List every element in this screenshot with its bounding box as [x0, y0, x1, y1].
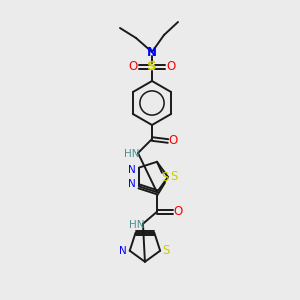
Text: S: S [170, 170, 178, 184]
Text: HN: HN [124, 149, 140, 159]
Text: N: N [147, 46, 157, 59]
Text: S: S [163, 244, 170, 257]
Text: S: S [161, 171, 169, 184]
Text: S: S [147, 61, 157, 74]
Text: N: N [119, 246, 127, 256]
Text: O: O [168, 134, 178, 148]
Text: HN: HN [129, 220, 145, 230]
Text: O: O [128, 61, 138, 74]
Text: O: O [173, 205, 183, 218]
Text: N: N [128, 165, 136, 175]
Text: O: O [167, 61, 176, 74]
Text: N: N [128, 179, 136, 189]
